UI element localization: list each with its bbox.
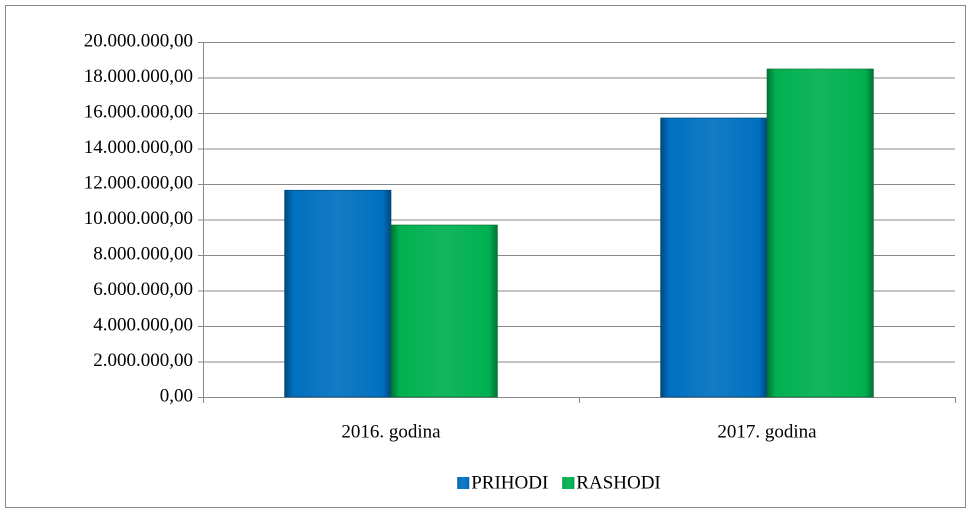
legend-label: PRIHODI	[471, 472, 548, 493]
bar	[660, 117, 768, 398]
y-tick-label: 18.000.000,00	[84, 66, 193, 87]
y-tick-label: 8.000.000,00	[93, 243, 193, 264]
bar	[390, 224, 498, 398]
x-tick-label: 2016. godina	[341, 421, 441, 442]
bar	[766, 68, 874, 398]
legend: PRIHODI RASHODI	[457, 472, 661, 493]
bar	[284, 189, 392, 398]
legend-swatch	[562, 477, 575, 489]
x-tick-label: 2017. godina	[717, 421, 817, 442]
y-tick-label: 0,00	[160, 385, 193, 406]
legend-label: RASHODI	[576, 472, 660, 493]
y-tick-label: 6.000.000,00	[93, 279, 193, 300]
y-tick-label: 12.000.000,00	[84, 172, 193, 193]
legend-swatch	[457, 477, 470, 489]
y-tick-label: 16.000.000,00	[84, 101, 193, 122]
y-tick-label: 10.000.000,00	[84, 208, 193, 229]
y-tick-label: 2.000.000,00	[93, 350, 193, 371]
y-tick-label: 14.000.000,00	[84, 137, 193, 158]
y-tick-label: 4.000.000,00	[93, 314, 193, 335]
y-tick-label: 20.000.000,00	[84, 30, 193, 51]
